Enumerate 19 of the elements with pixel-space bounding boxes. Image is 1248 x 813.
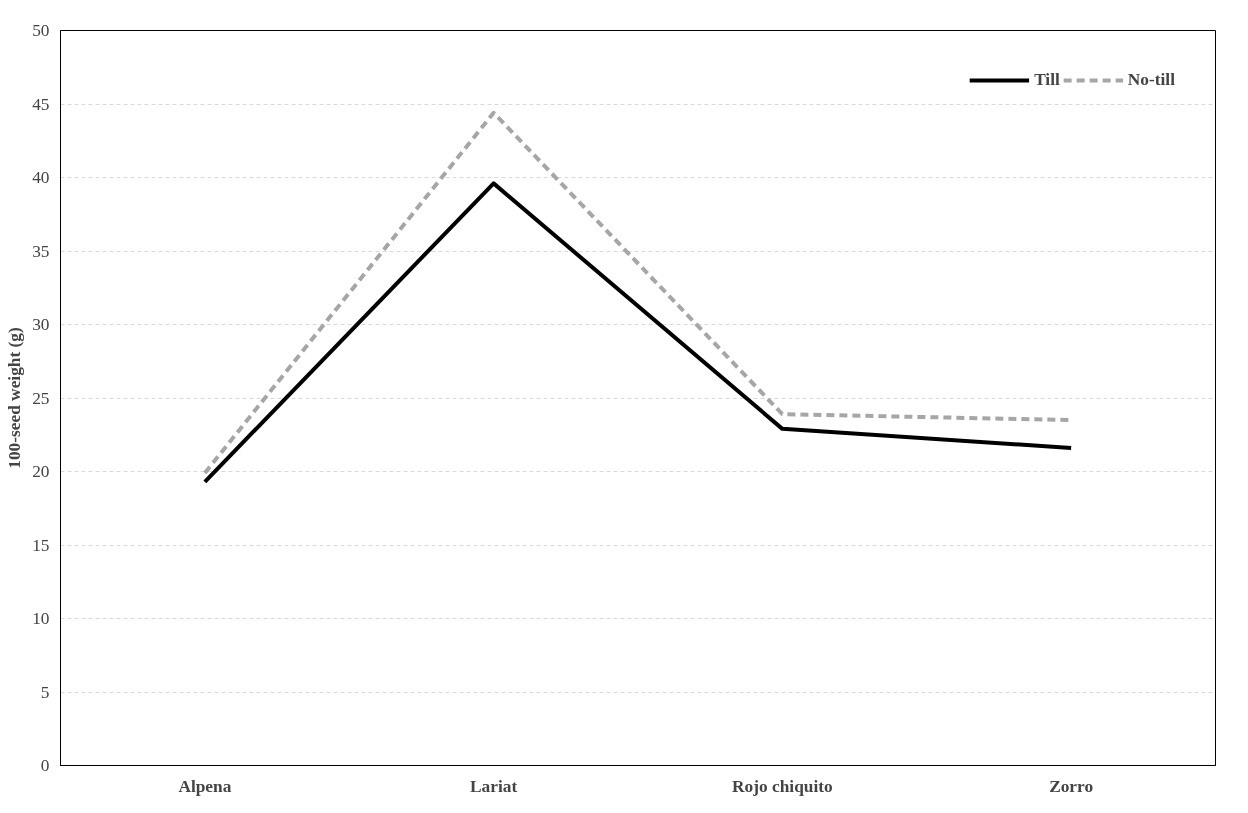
y-axis-title: 100-seed weight (g) xyxy=(5,327,25,469)
y-tick-label: 5 xyxy=(40,682,50,702)
y-tick-label: 45 xyxy=(32,94,50,114)
y-tick-label: 0 xyxy=(40,756,50,775)
legend-label: No-till xyxy=(1127,70,1175,90)
y-tick-label: 50 xyxy=(32,21,50,40)
y-tick-label: 10 xyxy=(32,609,50,628)
y-tick-label: 15 xyxy=(32,535,50,555)
x-tick-label: Rojo chiquito xyxy=(732,776,833,796)
x-tick-label: Zorro xyxy=(1049,776,1094,796)
line-series xyxy=(202,181,1074,484)
legend-label: Till xyxy=(1034,70,1060,90)
y-tick-label: 30 xyxy=(32,315,50,334)
y-tick-label: 20 xyxy=(32,462,50,481)
x-tick-label: Alpena xyxy=(178,776,232,796)
y-tick-label: 25 xyxy=(32,388,50,408)
x-tick-label: Lariat xyxy=(470,776,518,796)
y-tick-label: 35 xyxy=(32,241,50,261)
y-tick-label: 40 xyxy=(32,168,50,187)
